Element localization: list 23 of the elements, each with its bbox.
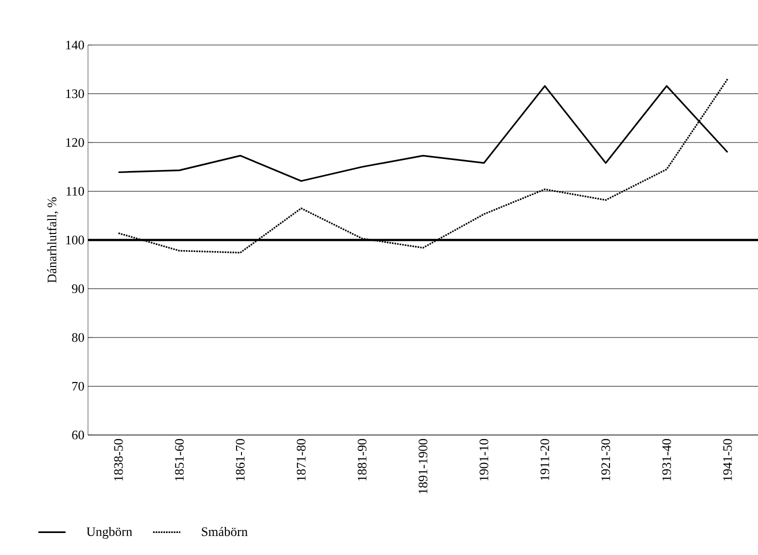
y-tick-label: 70 [72,382,84,391]
x-tick-label: 1921-30 [601,439,610,481]
x-tick-label: 1891-1900 [418,439,428,494]
y-tick-label: 60 [72,430,84,440]
x-tick-label: 1838-50 [114,439,123,481]
x-tick-label: 1941-50 [723,439,732,481]
x-tick-label: 1911-20 [540,439,550,480]
x-tick-label: 1871-80 [296,439,306,481]
x-tick-label: 1881-90 [358,439,366,481]
x-tick-label: 1851-60 [175,439,184,481]
y-tick-label: 140 [66,40,84,50]
y-tick-label: 120 [66,138,84,147]
y-tick-label: 80 [72,333,84,342]
legend-label: Ungbörn [86,526,132,539]
legend-label: Smábörn [202,526,248,536]
y-axis-title: Dánarhlutfall, % [47,197,58,283]
y-tick-label: 110 [66,186,84,196]
y-tick-label: 90 [72,284,84,294]
y-tick-label: 130 [66,89,84,98]
x-tick-label: 1931-40 [662,439,672,481]
x-tick-label: 1861-70 [236,439,245,481]
x-tick-label: 1901-10 [480,439,488,481]
y-tick-label: 100 [66,236,84,244]
